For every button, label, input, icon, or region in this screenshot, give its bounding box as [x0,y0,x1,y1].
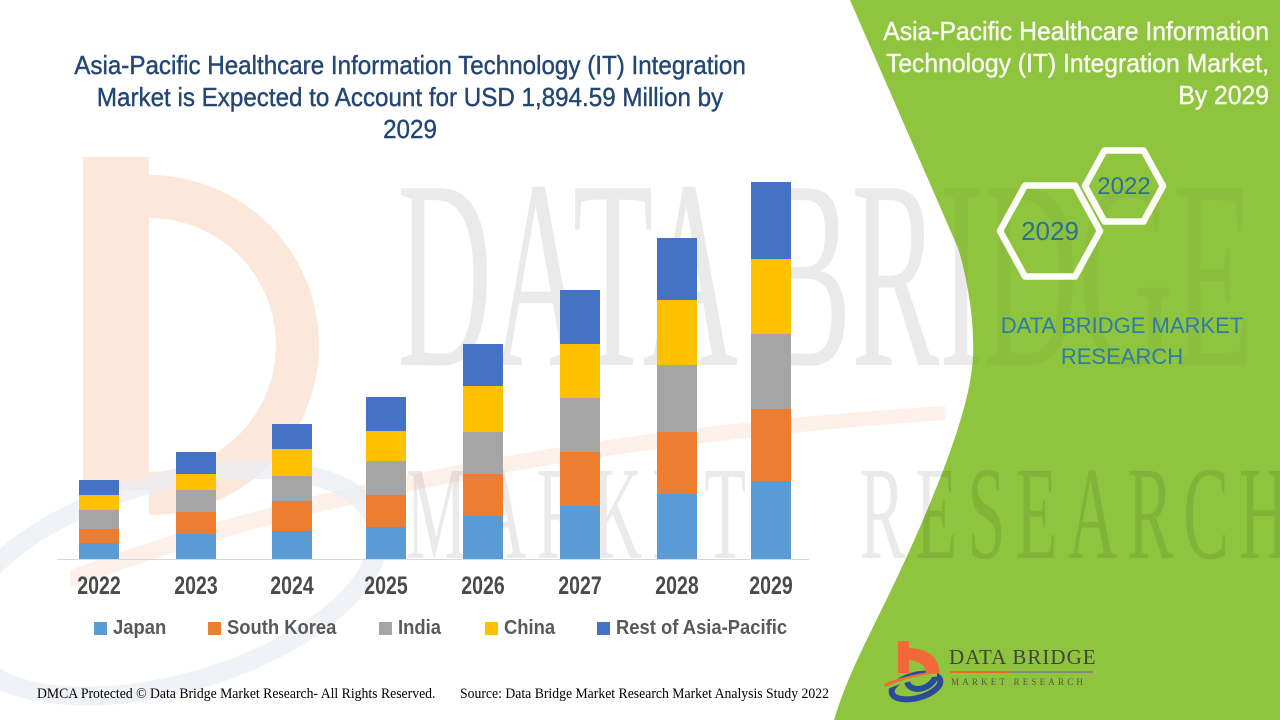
svg-text:2029: 2029 [1021,216,1079,246]
svg-text:2022: 2022 [1097,173,1150,200]
